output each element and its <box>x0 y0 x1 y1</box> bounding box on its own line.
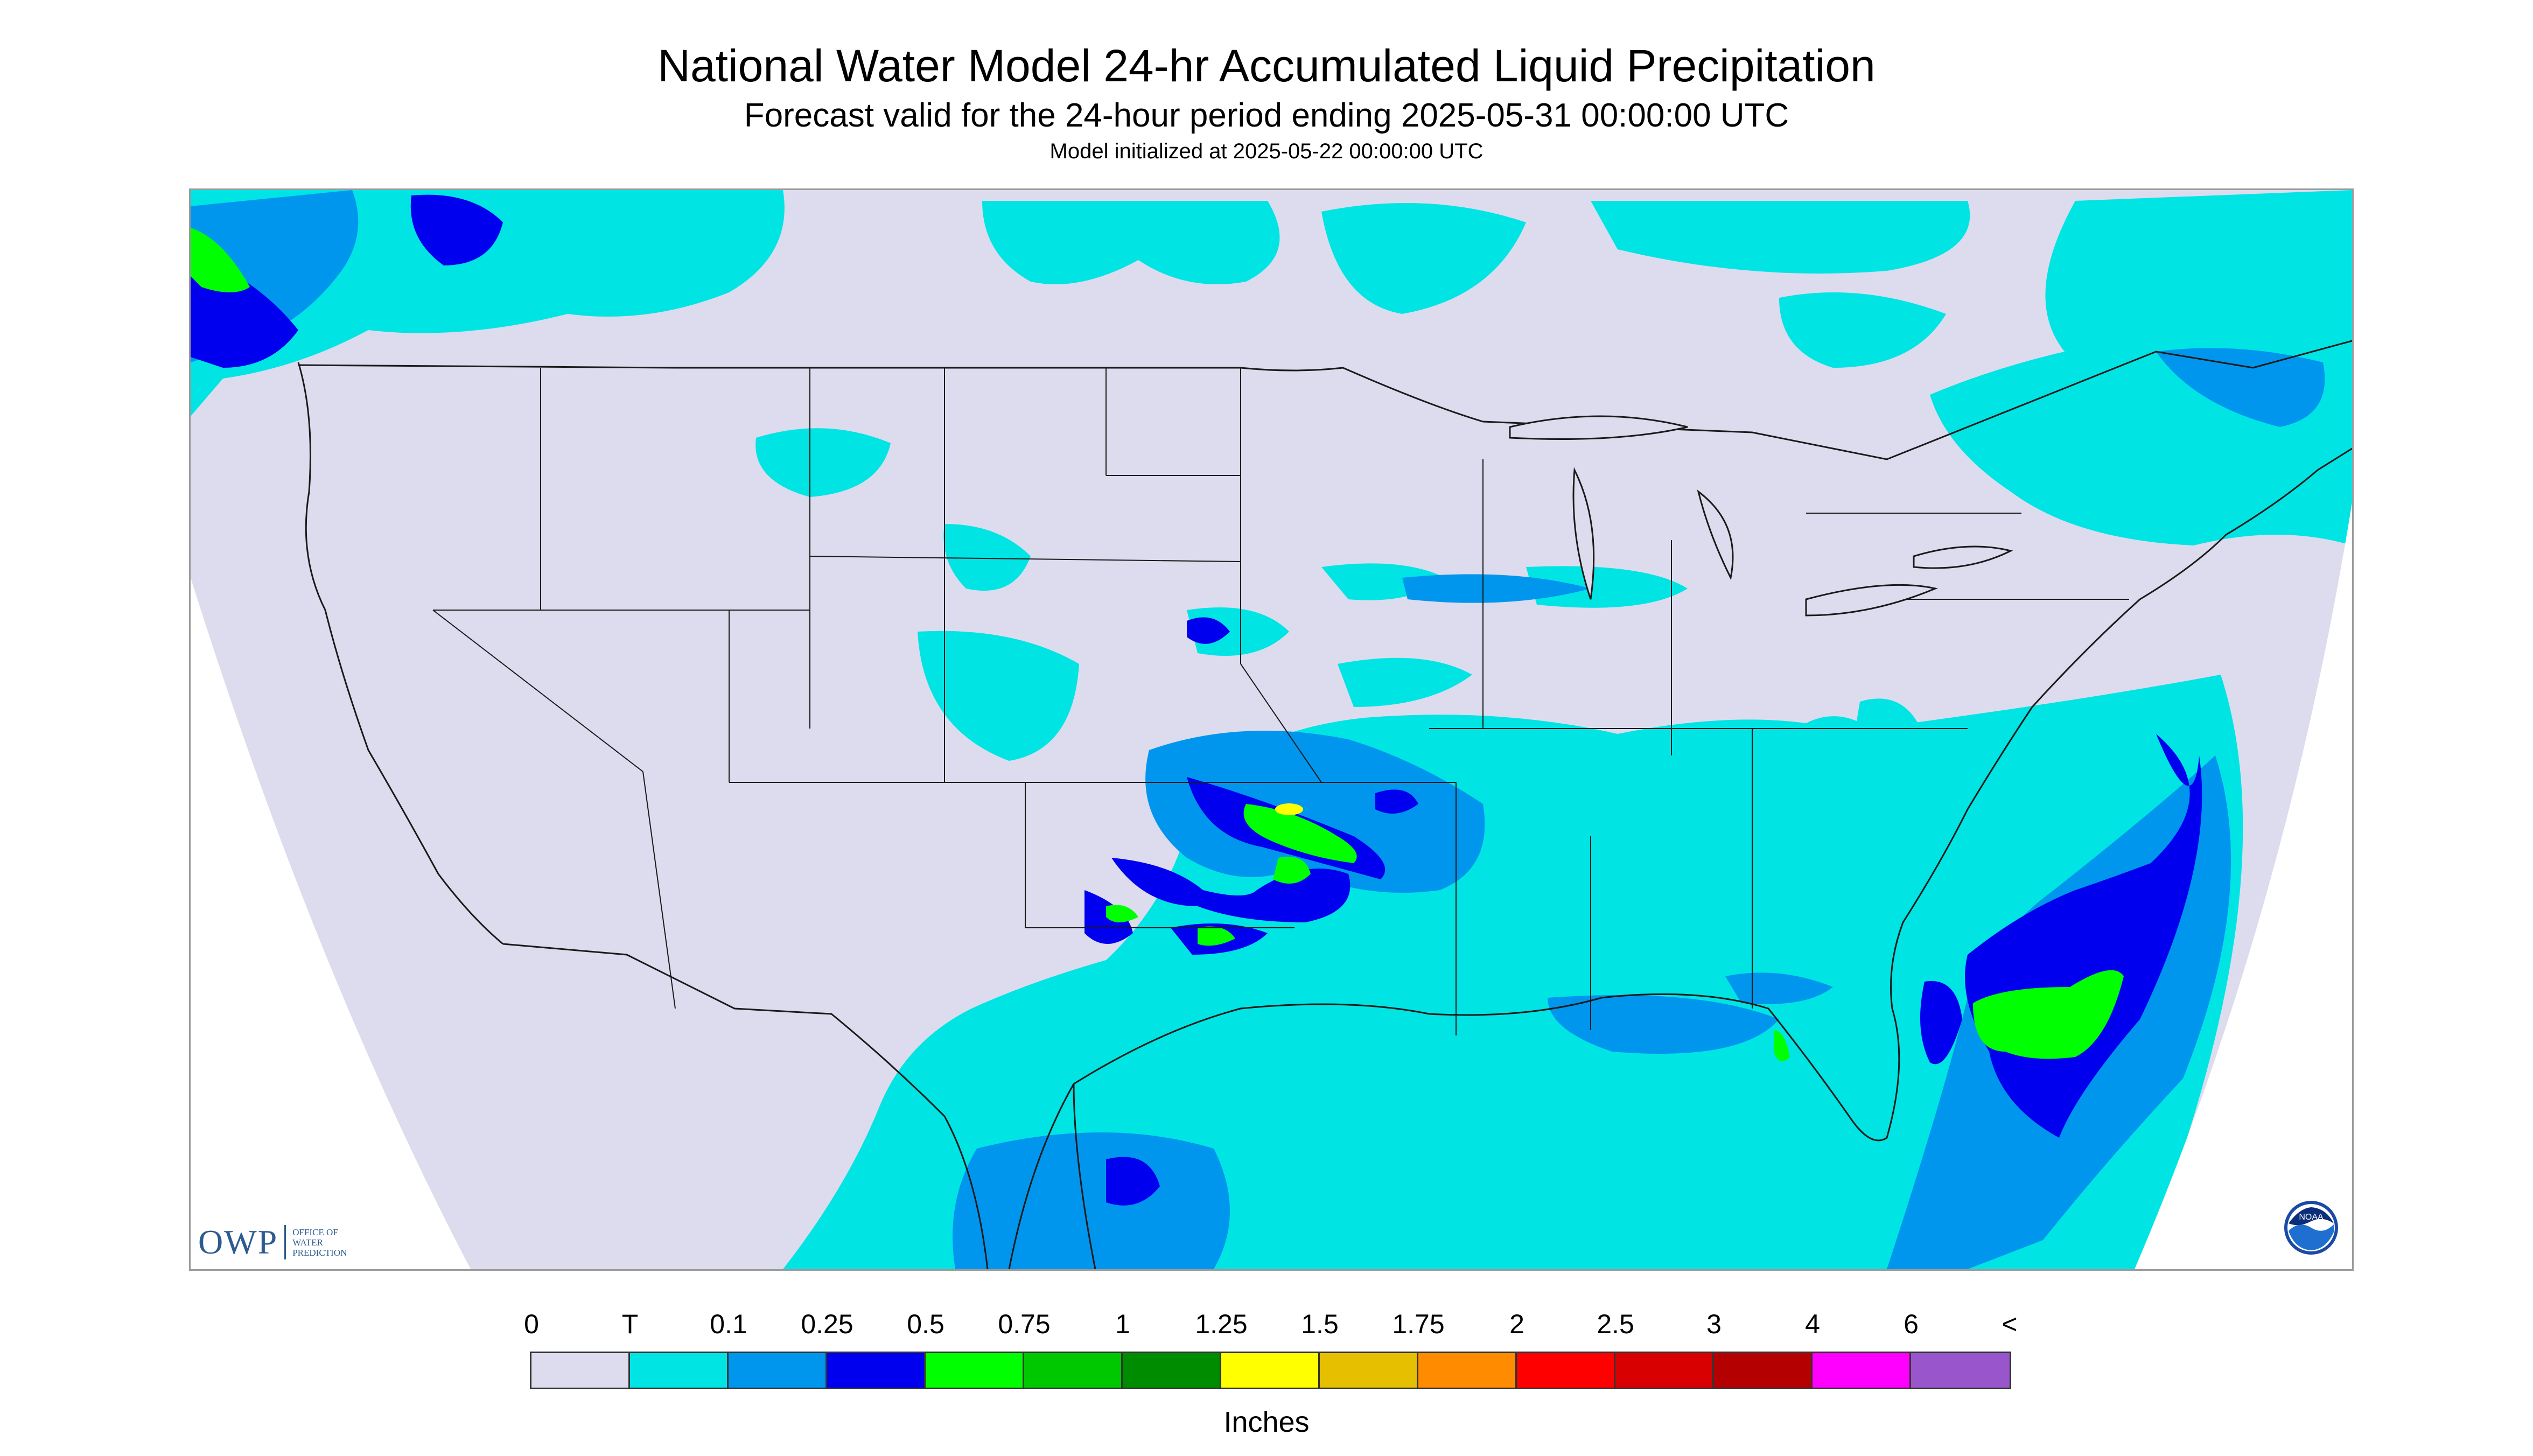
legend-swatch <box>1221 1353 1320 1388</box>
legend-tick-label: 1.75 <box>1392 1309 1445 1339</box>
legend-swatch <box>630 1353 729 1388</box>
owp-logo-letters: OWP <box>198 1223 278 1261</box>
legend-swatch <box>1813 1353 1911 1388</box>
owp-logo: OWP OFFICE OF WATER PREDICTION <box>198 1222 362 1262</box>
legend-tick-label: 0.75 <box>998 1309 1051 1339</box>
legend-tick-label: 1.5 <box>1301 1309 1339 1339</box>
legend-tick-label: 0.25 <box>801 1309 853 1339</box>
color-legend: 0 T 0.1 0.25 0.5 0.75 1 1.25 1.5 1.75 2 2.5 3 4 6 < <box>0 1292 2533 1443</box>
precipitation-map <box>189 188 2354 1271</box>
legend-swatch <box>729 1353 827 1388</box>
us-mexico-border <box>502 943 989 1269</box>
owp-logo-separator <box>284 1225 286 1259</box>
precip-max-core <box>1275 803 1303 815</box>
map-subtitle: Forecast valid for the 24-hour period en… <box>744 97 1789 134</box>
legend-tick-label: < <box>2002 1309 2018 1339</box>
precip-0.5-areas <box>191 228 2124 1061</box>
legend-tick-label: 1 <box>1115 1309 1130 1339</box>
boundaries <box>297 340 2352 1269</box>
mexico-gulf-coast <box>1073 1083 1096 1269</box>
legend-swatch <box>1911 1353 2010 1388</box>
legend-tick-label: 0 <box>524 1309 539 1339</box>
gulf-coast <box>1008 447 2352 1269</box>
us-canada-border <box>298 340 2352 460</box>
legend-swatch <box>1418 1353 1517 1388</box>
legend-tick-label: 1.25 <box>1195 1309 1248 1339</box>
legend-swatch <box>1517 1353 1615 1388</box>
legend-tick-label: 0.5 <box>907 1309 944 1339</box>
noaa-logo-text: NOAA <box>2299 1213 2324 1222</box>
legend-swatch <box>926 1353 1024 1388</box>
legend-swatch <box>1714 1353 1813 1388</box>
legend-swatch <box>531 1353 630 1388</box>
legend-swatches <box>530 1352 2011 1389</box>
legend-tick-label: 4 <box>1805 1309 1820 1339</box>
legend-swatch <box>1024 1353 1123 1388</box>
owp-logo-subtitle: OFFICE OF WATER PREDICTION <box>292 1227 347 1258</box>
legend-swatch <box>1123 1353 1221 1388</box>
state-lines <box>432 368 2129 1035</box>
legend-tick-label: 6 <box>1904 1309 1919 1339</box>
model-init-line: Model initialized at 2025-05-22 00:00:00… <box>1049 139 1484 163</box>
legend-tick-label: 2.5 <box>1597 1309 1634 1339</box>
legend-tick-label: 0.1 <box>710 1309 747 1339</box>
precipitation-field <box>191 190 2352 1269</box>
legend-swatch <box>827 1353 926 1388</box>
coastline-west <box>297 362 503 945</box>
noaa-logo-icon: NOAA <box>2284 1201 2338 1255</box>
legend-units: Inches <box>1223 1406 1310 1438</box>
legend-tick-label: 3 <box>1706 1309 1722 1339</box>
great-lakes <box>1509 415 2013 617</box>
legend-swatch <box>1615 1353 1714 1388</box>
legend-swatch <box>1320 1353 1418 1388</box>
map-title: National Water Model 24-hr Accumulated L… <box>657 40 1876 91</box>
legend-tick-label: T <box>621 1309 639 1339</box>
legend-tick-label: 2 <box>1509 1309 1524 1339</box>
